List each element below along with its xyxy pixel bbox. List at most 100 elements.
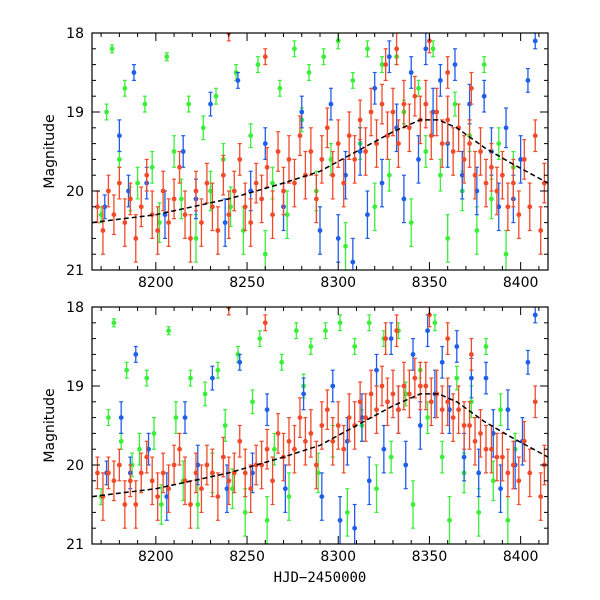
data-point [292, 180, 297, 186]
data-point [401, 101, 407, 107]
data-point [461, 157, 467, 162]
data-point [270, 180, 275, 186]
data-point [525, 359, 531, 365]
x-tick-label: 8250 [229, 275, 265, 291]
data-point [127, 478, 133, 484]
data-point [525, 78, 531, 83]
bottom-panel: 8200 8250 8300 8350 8400 18 19 20 21 Magnitude HJD… [42, 300, 549, 586]
data-point [95, 204, 100, 210]
data-point [177, 164, 182, 170]
data-point [122, 502, 128, 507]
data-point [220, 454, 226, 460]
data-point [319, 423, 325, 428]
data-point [396, 407, 401, 413]
plot-area [92, 33, 548, 270]
data-point [412, 93, 418, 99]
data-point [394, 328, 400, 334]
data-point [282, 486, 288, 492]
data-point [467, 141, 472, 147]
data-point [363, 149, 368, 154]
data-point [178, 196, 184, 202]
x-tick-label: 8300 [320, 275, 356, 291]
data-point [500, 454, 505, 460]
y-tick-label: 18 [66, 26, 84, 42]
data-point [106, 470, 111, 476]
data-point [498, 486, 503, 492]
data-point [122, 220, 128, 226]
data-point [406, 391, 412, 397]
data-point [532, 133, 538, 139]
data-point [106, 415, 111, 420]
data-point [321, 54, 327, 60]
data-point [510, 180, 516, 186]
data-point [505, 204, 511, 210]
data-point [166, 486, 172, 492]
data-point [308, 431, 314, 436]
data-point [423, 383, 429, 389]
x-tick-label: 8200 [138, 275, 174, 291]
data-point [383, 62, 389, 67]
data-point [109, 46, 115, 52]
data-point [368, 391, 374, 397]
data-point [222, 423, 228, 428]
data-point [242, 510, 248, 515]
data-point [144, 375, 150, 381]
data-point [193, 236, 199, 241]
data-point [483, 180, 489, 186]
data-point [505, 517, 511, 523]
data-point [144, 172, 150, 178]
data-point [416, 85, 421, 91]
data-point [284, 212, 290, 218]
data-point [116, 462, 122, 468]
data-point [286, 157, 292, 162]
data-point [237, 438, 243, 444]
data-point [277, 85, 283, 91]
data-point [330, 438, 336, 444]
data-point [454, 375, 460, 381]
data-point [275, 149, 281, 154]
data-point [272, 446, 277, 452]
data-point [199, 220, 204, 226]
data-point [346, 415, 352, 420]
data-point [450, 149, 456, 154]
data-point [111, 478, 117, 484]
data-point [368, 109, 374, 115]
data-point [317, 228, 323, 233]
data-point [374, 407, 379, 413]
data-point [474, 228, 480, 233]
data-point [483, 446, 489, 452]
data-point [264, 164, 270, 170]
data-point [299, 109, 305, 115]
data-point [439, 454, 445, 460]
data-point [483, 344, 489, 349]
y-tick-label: 20 [66, 184, 84, 200]
data-point [478, 149, 483, 154]
data-point [180, 149, 186, 154]
data-point [434, 109, 440, 115]
y-tick-label: 18 [66, 300, 84, 316]
x-tick-label: 8300 [320, 549, 356, 565]
data-point [432, 320, 438, 326]
data-point [100, 228, 106, 233]
data-point [166, 328, 172, 334]
data-point [437, 78, 443, 83]
y-axis-label: Magnitude [42, 388, 58, 462]
data-point [144, 454, 150, 460]
x-axis-label: HJD−2450000 [274, 570, 367, 586]
data-point [481, 62, 487, 67]
data-point [498, 407, 503, 413]
data-point [357, 399, 363, 405]
data-point [208, 101, 213, 107]
data-point [270, 478, 275, 484]
data-point [379, 180, 385, 186]
data-point [381, 446, 387, 452]
data-point [439, 141, 445, 147]
data-point [264, 407, 270, 413]
data-point [516, 478, 522, 484]
data-point [532, 38, 538, 44]
data-point [496, 141, 502, 147]
data-point [503, 125, 509, 131]
data-point [489, 446, 494, 452]
data-point [461, 454, 467, 460]
data-point [264, 446, 270, 452]
